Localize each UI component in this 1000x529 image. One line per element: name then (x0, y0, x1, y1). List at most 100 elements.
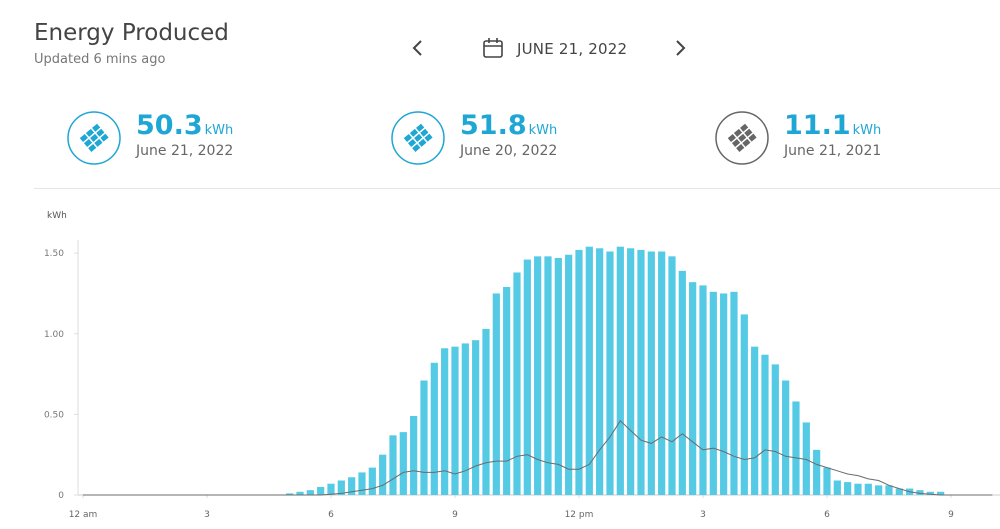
bar (410, 415, 418, 495)
bar (926, 491, 934, 495)
bar (730, 291, 738, 495)
date[interactable]: JUNE 21, 2022 (517, 40, 628, 58)
stat-value: 51.8 (460, 110, 527, 141)
x-tick-label: 9 (452, 510, 458, 520)
stat-value: 11.1 (784, 110, 851, 141)
bar (761, 354, 769, 495)
bar (699, 285, 707, 495)
bar (720, 293, 728, 495)
bar (771, 364, 779, 495)
x-tick-label: 9 (948, 510, 954, 520)
bar (368, 467, 376, 495)
stat-value: 50.3 (136, 110, 203, 141)
bar (854, 483, 862, 495)
bar (875, 485, 883, 495)
bar (461, 343, 469, 495)
bar (885, 485, 893, 495)
stat-text: 11.1 kWh June 21, 2021 (784, 110, 881, 159)
bar (348, 477, 356, 495)
stat-row: 51.8 kWh (460, 110, 557, 141)
bar (503, 286, 511, 495)
calendar-icon[interactable] (481, 36, 505, 60)
next-arrow[interactable] (670, 38, 690, 58)
stat-row: 50.3 kWh (136, 110, 233, 141)
bar (637, 249, 645, 495)
bar (389, 435, 397, 495)
stat-date: June 21, 2021 (784, 143, 882, 159)
x-tick-label: 6 (824, 510, 830, 520)
bar (813, 449, 821, 495)
y-tick-label: 1.00 (44, 330, 64, 340)
bar (420, 380, 428, 495)
stat-text: 51.8 kWh June 20, 2022 (460, 110, 557, 159)
bar (306, 490, 314, 495)
x-tick-label: 3 (204, 510, 210, 520)
stat-card: 11.1 kWh June 21, 2021 (714, 110, 1000, 170)
stat-card: 50.3 kWh June 21, 2022 (66, 110, 366, 170)
stat-date: June 21, 2022 (136, 143, 234, 159)
bar (823, 467, 831, 495)
bar (327, 483, 335, 495)
bar (482, 328, 490, 495)
bar (554, 257, 562, 495)
bar (596, 248, 604, 495)
divider (34, 188, 1000, 189)
bar (492, 293, 500, 495)
stat-unit: kWh (204, 123, 234, 138)
y-tick-label: 0.50 (44, 410, 64, 420)
x-tick-label: 12 pm (565, 510, 594, 520)
y-axis-label: kWh (47, 211, 67, 221)
x-tick-label: 6 (328, 510, 334, 520)
title: Energy Produced (34, 20, 229, 46)
bar (709, 291, 717, 495)
prev-arrow[interactable] (408, 38, 428, 58)
bar (534, 256, 542, 495)
bar (864, 483, 872, 495)
bar (782, 380, 790, 495)
bar (916, 490, 924, 495)
bar (575, 249, 583, 495)
panel-icon (391, 111, 445, 165)
bar (399, 432, 407, 495)
bar (668, 256, 676, 495)
stat-text: 50.3 kWh June 21, 2022 (136, 110, 233, 159)
bar (792, 401, 800, 495)
stat-row: 11.1 kWh (784, 110, 881, 141)
bar (296, 491, 304, 495)
bar (678, 270, 686, 495)
y-tick-label: 0 (58, 491, 64, 501)
bar (833, 480, 841, 495)
bar (647, 251, 655, 495)
bar (937, 491, 945, 495)
bar (627, 248, 635, 495)
panel-icon (67, 111, 121, 165)
bar (844, 482, 852, 495)
bar (751, 346, 759, 495)
stat-card: 51.8 kWh June 20, 2022 (390, 110, 690, 170)
bar (565, 254, 573, 495)
subtitle: Updated 6 mins ago (34, 52, 166, 67)
bar (523, 259, 531, 495)
bar (430, 362, 438, 495)
stat-date: June 20, 2022 (460, 143, 558, 159)
bar (358, 472, 366, 495)
bar (451, 346, 459, 495)
bar (472, 340, 480, 495)
bar (544, 256, 552, 495)
bar (379, 454, 387, 495)
line (83, 420, 993, 496)
x-tick-label: 3 (700, 510, 706, 520)
bar (441, 348, 449, 495)
bar (606, 251, 614, 495)
stat-unit: kWh (528, 123, 558, 138)
x-tick-label: 12 am (69, 510, 98, 520)
bar (689, 282, 697, 495)
bar (317, 486, 325, 495)
stat-unit: kWh (852, 123, 882, 138)
bar (585, 246, 593, 495)
bar (740, 314, 748, 495)
bar (895, 488, 903, 495)
bar (286, 493, 294, 495)
